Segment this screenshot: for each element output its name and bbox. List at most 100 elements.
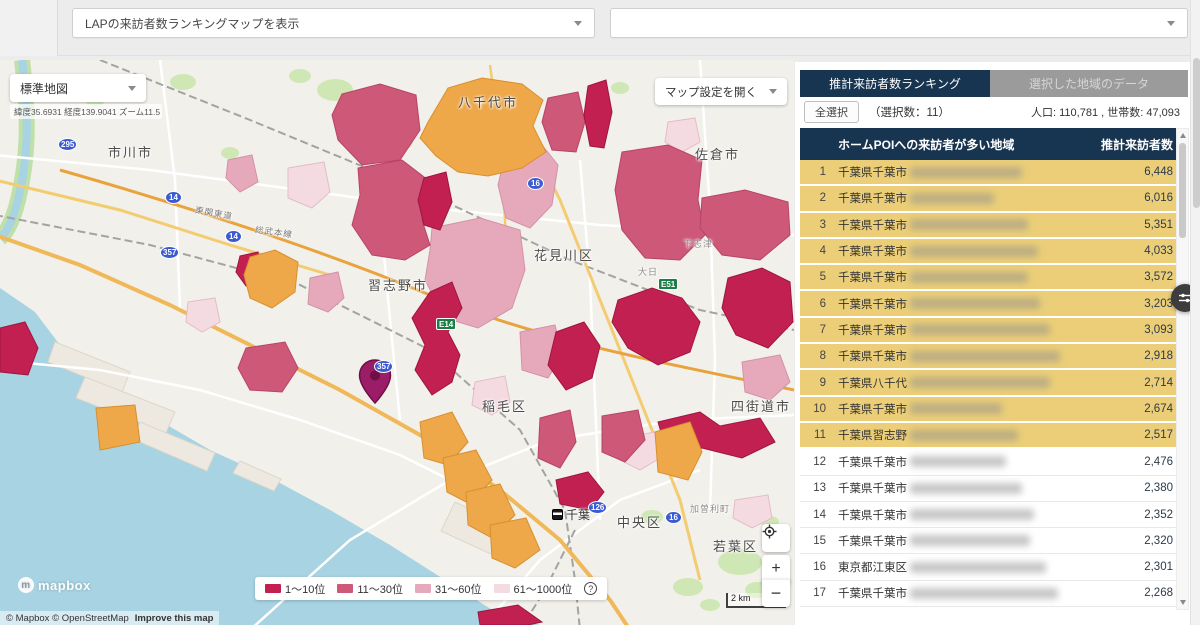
rank-cell: 10 bbox=[800, 403, 826, 415]
ranking-table-row[interactable]: 17 千葉県千葉市 2,268 bbox=[800, 581, 1181, 607]
ranking-panel: 推計来訪者数ランキング 選択した地域のデータ 全選択 （選択数：11） 人口: … bbox=[795, 62, 1190, 625]
ranking-table-row[interactable]: 5 千葉県千葉市 3,572 bbox=[800, 265, 1181, 291]
map-label-yachiyo: 八千代市 bbox=[458, 92, 518, 111]
visitor-count: 3,203 bbox=[1144, 298, 1173, 310]
geolocate-button[interactable] bbox=[762, 524, 790, 552]
map-label-kasori: 加曽利町 bbox=[690, 502, 730, 515]
ranking-table-row[interactable]: 16 東京都江東区 2,301 bbox=[800, 554, 1181, 580]
ranking-table-row[interactable]: 6 千葉県千葉市 3,203 bbox=[800, 291, 1181, 317]
select-all-button[interactable]: 全選択 bbox=[804, 101, 859, 123]
visitor-count: 2,517 bbox=[1144, 429, 1173, 441]
rank-cell: 11 bbox=[800, 429, 826, 441]
tab-selected-area-data[interactable]: 選択した地域のデータ bbox=[990, 70, 1188, 97]
rank-cell: 13 bbox=[800, 482, 826, 494]
legend-help-icon[interactable]: ? bbox=[584, 582, 597, 595]
ranking-table-row[interactable]: 9 千葉県八千代 2,714 bbox=[800, 370, 1181, 396]
area-name: 千葉県千葉市 bbox=[838, 269, 907, 285]
route-shield-16: 16 bbox=[527, 177, 544, 190]
map-label-sakura: 佐倉市 bbox=[695, 144, 740, 163]
map-type-select-value: LAPの来訪者数ランキングマップを表示 bbox=[85, 15, 574, 32]
station-label-chiba: 千葉 bbox=[552, 506, 590, 523]
area-name: 千葉県千葉市 bbox=[838, 348, 907, 364]
rank-cell: 14 bbox=[800, 509, 826, 521]
legend-swatch-2 bbox=[337, 584, 353, 593]
ranking-table-row[interactable]: 11 千葉県習志野 2,517 bbox=[800, 423, 1181, 449]
visitor-count: 2,714 bbox=[1144, 377, 1173, 389]
map-label-narashino: 習志野市 bbox=[368, 275, 428, 294]
route-shield-e51: E51 bbox=[658, 278, 678, 290]
ranking-table-row[interactable]: 7 千葉県千葉市 3,093 bbox=[800, 318, 1181, 344]
tab-visitor-ranking[interactable]: 推計来訪者数ランキング bbox=[800, 70, 990, 97]
visitor-count: 2,320 bbox=[1144, 535, 1173, 547]
route-shield-14: 14 bbox=[165, 191, 182, 204]
visitor-count: 3,093 bbox=[1144, 324, 1173, 336]
legend-swatch-3 bbox=[415, 584, 431, 593]
redacted-area-name bbox=[910, 403, 1002, 414]
ranking-table-row[interactable]: 14 千葉県千葉市 2,352 bbox=[800, 502, 1181, 528]
area-name: 千葉県千葉市 bbox=[838, 322, 907, 338]
rank-legend: 1〜10位 11〜30位 31〜60位 61〜1000位 ? bbox=[255, 577, 607, 600]
map-style-control: 標準地図 緯度35.6931 経度139.9041 ズーム11.5 bbox=[10, 74, 162, 119]
area-name: 千葉県千葉市 bbox=[838, 507, 907, 523]
map-canvas[interactable]: 市川市 八千代市 佐倉市 習志野市 花見川区 稲毛区 中央区 若葉区 四街道市 … bbox=[0, 60, 794, 625]
visitor-count: 5,351 bbox=[1144, 219, 1173, 231]
table-scrollbar-thumb[interactable] bbox=[1179, 143, 1186, 238]
panel-tabs: 推計来訪者数ランキング 選択した地域のデータ bbox=[800, 70, 1188, 97]
table-scrollbar[interactable] bbox=[1176, 128, 1189, 610]
population-stats: 人口: 110,781 , 世帯数: 47,093 bbox=[1031, 104, 1180, 120]
secondary-select[interactable] bbox=[610, 8, 1188, 38]
map-label-shimoshizu: 下志津 bbox=[683, 237, 713, 250]
zoom-out-button[interactable]: − bbox=[762, 579, 790, 607]
visitor-count: 2,380 bbox=[1144, 482, 1173, 494]
legend-item-1: 1〜10位 bbox=[265, 581, 325, 597]
redacted-area-name bbox=[910, 535, 1030, 546]
visitor-count: 2,268 bbox=[1144, 587, 1173, 599]
scroll-down-arrow-icon[interactable] bbox=[1180, 600, 1186, 605]
redacted-area-name bbox=[910, 193, 994, 204]
legend-item-4: 61〜1000位 bbox=[494, 581, 573, 597]
column-header-area: ホームPOIへの来訪者が多い地域 bbox=[838, 136, 1014, 153]
visitor-count: 2,476 bbox=[1144, 456, 1173, 468]
rank-cell: 3 bbox=[800, 219, 826, 231]
area-name: 千葉県千葉市 bbox=[838, 401, 907, 417]
ranking-table-row[interactable]: 8 千葉県千葉市 2,918 bbox=[800, 344, 1181, 370]
page-scrollbar-thumb[interactable] bbox=[1193, 58, 1200, 208]
ranking-table-row[interactable]: 4 千葉県千葉市 4,033 bbox=[800, 239, 1181, 265]
rank-cell: 15 bbox=[800, 535, 826, 547]
area-name: 千葉県習志野 bbox=[838, 427, 907, 443]
rank-cell: 2 bbox=[800, 192, 826, 204]
selection-count: （選択数：11） bbox=[869, 104, 950, 120]
page-scrollbar[interactable] bbox=[1190, 0, 1200, 625]
ranking-table-row[interactable]: 10 千葉県千葉市 2,674 bbox=[800, 397, 1181, 423]
ranking-table-row[interactable]: 2 千葉県千葉市 6,016 bbox=[800, 186, 1181, 212]
map-style-select[interactable]: 標準地図 bbox=[10, 74, 146, 102]
rank-cell: 5 bbox=[800, 271, 826, 283]
visitor-count: 2,918 bbox=[1144, 350, 1173, 362]
legend-item-3: 31〜60位 bbox=[415, 581, 481, 597]
ranking-rows: 1 千葉県千葉市 6,448 2 千葉県千葉市 6,016 3 千葉県千葉市 5… bbox=[800, 160, 1181, 607]
ranking-table-row[interactable]: 3 千葉県千葉市 5,351 bbox=[800, 213, 1181, 239]
top-toolbar: LAPの来訪者数ランキングマップを表示 bbox=[0, 0, 1200, 56]
legend-item-2: 11〜30位 bbox=[337, 581, 403, 597]
rank-cell: 4 bbox=[800, 245, 826, 257]
map-settings-button[interactable]: マップ設定を開く bbox=[655, 78, 787, 105]
area-name: 千葉県千葉市 bbox=[838, 585, 907, 601]
mapbox-logo[interactable]: m mapbox bbox=[18, 577, 91, 593]
mapbox-m-icon: m bbox=[18, 577, 34, 593]
scroll-up-arrow-icon[interactable] bbox=[1180, 133, 1186, 138]
map-type-select[interactable]: LAPの来訪者数ランキングマップを表示 bbox=[72, 8, 595, 38]
redacted-area-name bbox=[910, 562, 1046, 573]
panel-subheader: 全選択 （選択数：11） 人口: 110,781 , 世帯数: 47,093 bbox=[800, 97, 1188, 127]
ranking-table-row[interactable]: 13 千葉県千葉市 2,380 bbox=[800, 476, 1181, 502]
ranking-table-row[interactable]: 15 千葉県千葉市 2,320 bbox=[800, 528, 1181, 554]
map-label-chuo: 中央区 bbox=[617, 512, 662, 531]
train-station-icon bbox=[552, 509, 563, 520]
ranking-table-row[interactable]: 12 千葉県千葉市 2,476 bbox=[800, 449, 1181, 475]
rank-cell: 12 bbox=[800, 456, 826, 468]
improve-map-link[interactable]: Improve this map bbox=[135, 613, 214, 624]
redacted-area-name bbox=[910, 351, 1060, 362]
ranking-table-row[interactable]: 1 千葉県千葉市 6,448 bbox=[800, 160, 1181, 186]
redacted-area-name bbox=[910, 430, 1018, 441]
legend-swatch-4 bbox=[494, 584, 510, 593]
area-name: 千葉県千葉市 bbox=[838, 480, 907, 496]
